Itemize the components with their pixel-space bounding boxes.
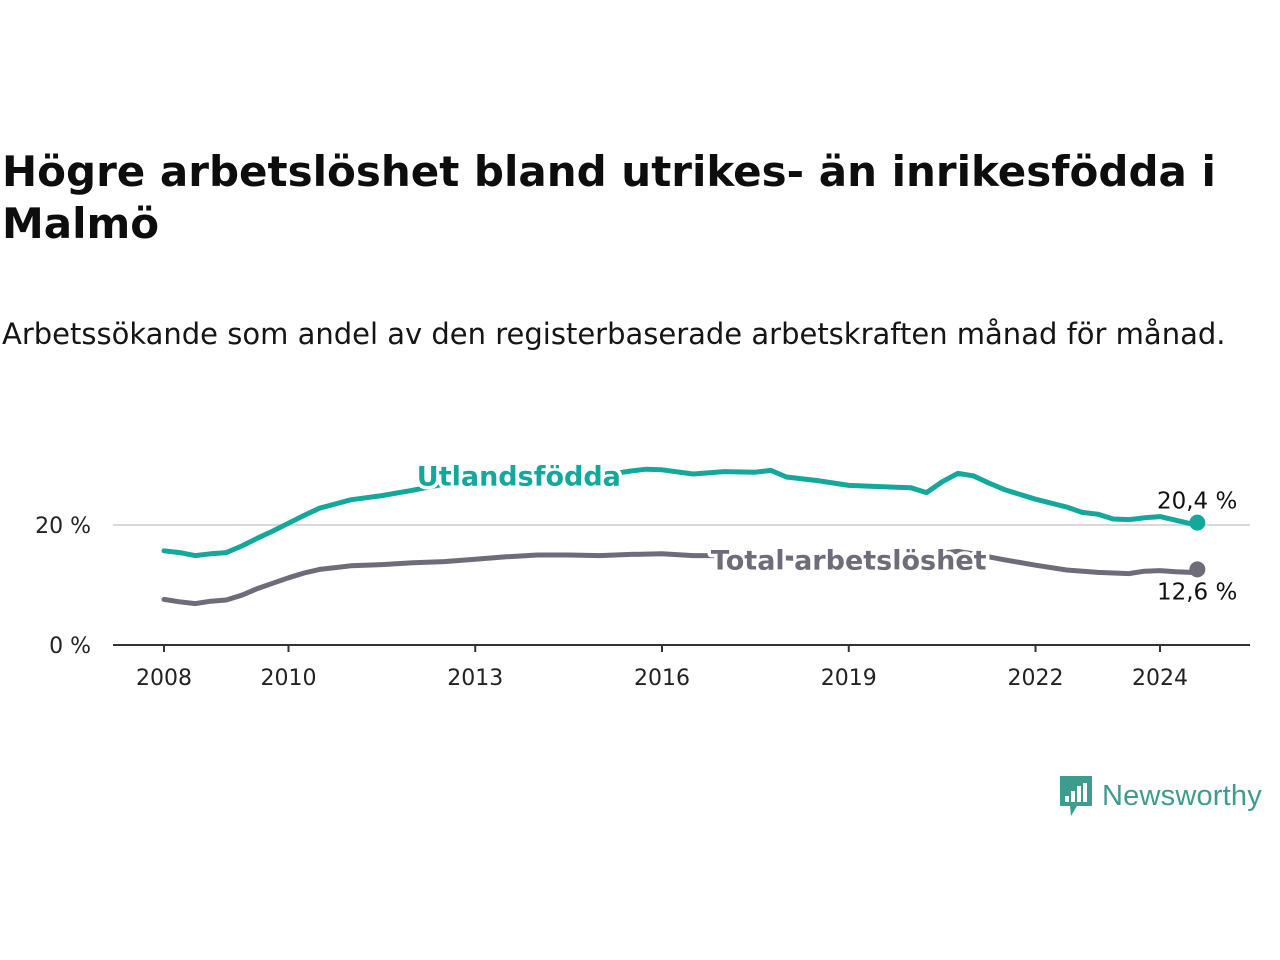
- line-chart: 0 % 20 % 2008 2010 2013 2016 2019 2022 2024 20,4 …: [35, 458, 1250, 691]
- series-end-point-utlandsfodda: [1189, 514, 1206, 531]
- series-end-label-utlandsfodda: 20,4 %: [1157, 489, 1237, 515]
- series-label-total: Total arbetslöshet: [711, 545, 987, 576]
- x-tick-label: 2008: [136, 666, 192, 691]
- series-end-point-total: [1189, 561, 1206, 578]
- chart-subtitle: Arbetssökande som andel av den registerb…: [2, 317, 1226, 351]
- series-label-utlandsfodda: Utlandsfödda: [417, 461, 621, 492]
- chart-title: Högre arbetslöshet bland utrikes- än inr…: [2, 147, 1216, 248]
- series-line-total: [161, 548, 1200, 607]
- x-tick-label: 2019: [821, 666, 877, 691]
- x-tick-label: 2024: [1132, 666, 1188, 691]
- x-tick-label: 2016: [634, 666, 690, 691]
- series-end-label-total: 12,6 %: [1157, 579, 1237, 605]
- y-tick-label: 0 %: [49, 634, 91, 659]
- x-tick-label: 2013: [447, 666, 503, 691]
- y-tick-label: 20 %: [35, 514, 91, 539]
- newsworthy-logo-icon: [1060, 776, 1092, 816]
- x-tick-label: 2022: [1008, 666, 1064, 691]
- newsworthy-logo: Newsworthy: [1058, 774, 1262, 818]
- newsworthy-logo-text: Newsworthy: [1102, 779, 1262, 812]
- x-tick-label: 2010: [261, 666, 317, 691]
- series-line-utlandsfodda: [161, 466, 1200, 559]
